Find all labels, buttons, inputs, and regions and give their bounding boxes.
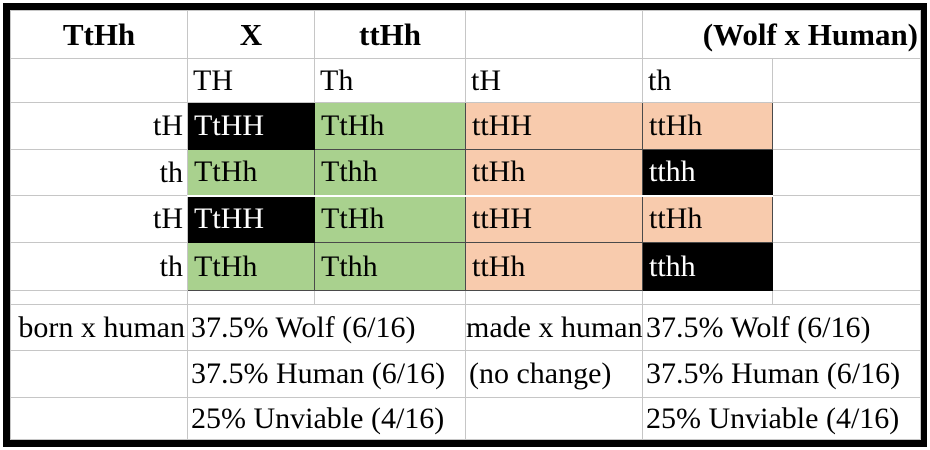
punnett-cell[interactable]: Tthh <box>314 242 466 291</box>
cross-symbol[interactable]: X <box>187 10 315 59</box>
punnett-table-frame: TtHh X ttHh (Wolf x Human) TH Th tH th <box>3 3 927 447</box>
gamete-row-label[interactable]: tH <box>10 195 188 243</box>
empty-cell[interactable] <box>642 290 773 305</box>
parent2-genotype[interactable]: ttHh <box>314 10 466 59</box>
gamete-row-label[interactable]: tH <box>10 102 188 150</box>
punnett-cell[interactable]: Tthh <box>314 149 466 197</box>
punnett-row: tH TtHH TtHh ttHH ttHh <box>10 102 922 150</box>
empty-cell[interactable] <box>465 397 643 440</box>
punnett-table: TtHh X ttHh (Wolf x Human) TH Th tH th <box>10 10 922 440</box>
results-right-note[interactable]: (no change) <box>465 350 643 398</box>
punnett-cell[interactable]: ttHH <box>465 102 643 150</box>
punnett-cell[interactable]: TtHh <box>187 149 315 197</box>
results-right-line[interactable]: 25% Unviable (4/16) <box>641 397 922 440</box>
punnett-cell[interactable]: tthh <box>642 149 773 197</box>
empty-cell[interactable] <box>10 350 188 398</box>
results-left-line[interactable]: 37.5% Wolf (6/16) <box>187 304 466 351</box>
results-right-line[interactable]: 37.5% Wolf (6/16) <box>641 304 922 351</box>
punnett-cell[interactable]: TtHH <box>187 195 315 243</box>
results-right-line[interactable]: 37.5% Human (6/16) <box>641 350 922 398</box>
empty-cell[interactable] <box>187 290 315 305</box>
empty-cell[interactable] <box>10 290 188 305</box>
gamete-col-label[interactable]: th <box>642 58 773 103</box>
header-row: TtHh X ttHh (Wolf x Human) <box>10 10 922 59</box>
empty-cell[interactable] <box>771 242 922 291</box>
empty-cell[interactable] <box>465 290 643 305</box>
punnett-cell[interactable]: ttHH <box>465 195 643 243</box>
punnett-cell[interactable]: TtHh <box>314 102 466 150</box>
empty-cell[interactable] <box>771 290 922 305</box>
punnett-cell[interactable]: ttHh <box>642 102 773 150</box>
empty-cell[interactable] <box>771 195 922 243</box>
empty-cell[interactable] <box>771 149 922 196</box>
punnett-cell[interactable]: ttHh <box>465 242 643 291</box>
gamete-col-label[interactable]: Th <box>314 58 466 103</box>
gamete-row-label[interactable]: th <box>10 242 188 291</box>
empty-cell[interactable] <box>465 10 643 59</box>
empty-cell[interactable] <box>314 290 466 305</box>
punnett-cell[interactable]: tthh <box>642 242 773 291</box>
gamete-col-label[interactable]: TH <box>187 58 315 103</box>
gamete-row-label[interactable]: th <box>10 149 188 196</box>
punnett-row: th TtHh Tthh ttHh tthh <box>10 149 922 197</box>
empty-cell[interactable] <box>771 102 922 150</box>
punnett-row: th TtHh Tthh ttHh tthh <box>10 242 922 291</box>
gamete-col-label[interactable]: tH <box>465 58 643 103</box>
gamete-columns-row: TH Th tH th <box>10 58 922 103</box>
spacer-row <box>10 290 922 305</box>
results-row: born x human 37.5% Wolf (6/16) made x hu… <box>10 304 922 351</box>
punnett-cell[interactable]: TtHH <box>187 102 315 150</box>
punnett-cell[interactable]: ttHh <box>465 149 643 197</box>
punnett-cell[interactable]: TtHh <box>314 195 466 243</box>
results-left-line[interactable]: 25% Unviable (4/16) <box>187 397 466 440</box>
empty-cell[interactable] <box>10 58 188 103</box>
results-left-line[interactable]: 37.5% Human (6/16) <box>187 350 466 398</box>
punnett-cell[interactable]: TtHh <box>187 242 315 291</box>
parent1-genotype[interactable]: TtHh <box>10 10 188 59</box>
results-left-label[interactable]: born x human <box>10 304 188 351</box>
results-row: 25% Unviable (4/16) 25% Unviable (4/16) <box>10 397 922 440</box>
empty-cell[interactable] <box>771 58 922 103</box>
punnett-cell[interactable]: ttHh <box>642 195 773 243</box>
empty-cell[interactable] <box>10 397 188 440</box>
results-right-label[interactable]: made x human <box>465 304 643 351</box>
results-row: 37.5% Human (6/16) (no change) 37.5% Hum… <box>10 350 922 398</box>
punnett-row: tH TtHH TtHh ttHH ttHh <box>10 195 922 243</box>
cross-note[interactable]: (Wolf x Human) <box>641 10 922 59</box>
